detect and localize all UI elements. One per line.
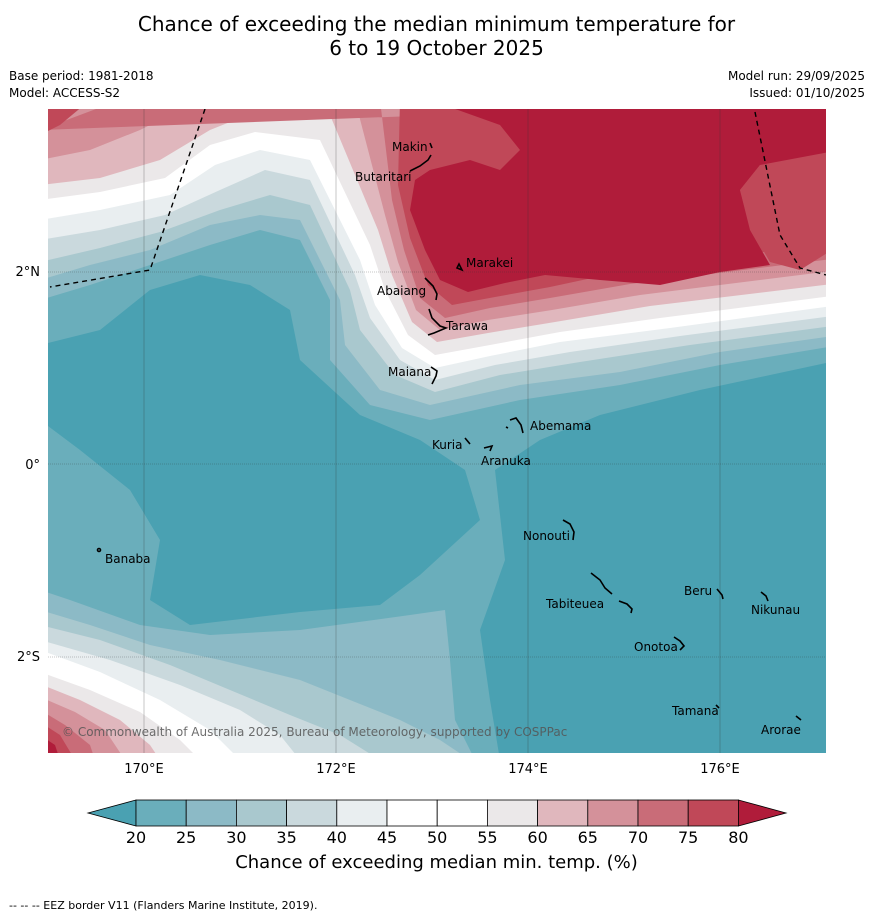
label-abaiang: Abaiang: [377, 284, 426, 298]
cb-tick-50: 50: [427, 828, 448, 847]
island-banaba: [96, 547, 102, 553]
band-gt80-south: [48, 740, 58, 753]
title-line-2: 6 to 19 October 2025: [329, 36, 544, 60]
island-nikunau: [760, 591, 769, 602]
lon-tick-170: 170°E: [124, 762, 164, 777]
cb-tick-55: 55: [477, 828, 498, 847]
colorbar-band-20-25: [135, 799, 187, 827]
label-banaba: Banaba: [105, 552, 151, 566]
label-tabiteuea: Tabiteuea: [545, 597, 604, 611]
island-abemama: [505, 417, 524, 434]
label-beru: Beru: [684, 584, 712, 598]
island-tabiteuea: [590, 572, 633, 614]
cb-tick-60: 60: [527, 828, 548, 847]
colorbar-band-60-65: [537, 799, 589, 827]
issued-date: Issued: 01/10/2025: [749, 86, 865, 100]
label-maiana: Maiana: [388, 365, 431, 379]
title-line-1: Chance of exceeding the median minimum t…: [137, 12, 736, 36]
colorbar-band-35-40: [286, 799, 338, 827]
colorbar-band-75-80: [687, 799, 739, 827]
label-arorae: Arorae: [761, 723, 801, 737]
colorbar-band-70-75: [637, 799, 689, 827]
lon-tick-174: 174°E: [508, 762, 548, 777]
cb-tick-35: 35: [276, 828, 297, 847]
lon-tick-172: 172°E: [316, 762, 356, 777]
label-makin: Makin: [392, 140, 428, 154]
band-75-80-east: [740, 152, 826, 270]
label-onotoa: Onotoa: [634, 640, 678, 654]
band-75-80-topleft: [48, 109, 80, 131]
cb-tick-70: 70: [627, 828, 649, 847]
island-beru: [716, 588, 724, 600]
cb-tick-25: 25: [176, 828, 197, 847]
colorbar-band-25-30: [185, 799, 237, 827]
colorbar-band-45-50: [386, 799, 438, 827]
colorbar-band-50-55: [436, 799, 488, 827]
island-maiana: [430, 366, 438, 385]
colorbar-over-triangle: [738, 799, 788, 827]
band-20-25-inner-west: [48, 275, 480, 625]
colorbar-band-30-35: [235, 799, 287, 827]
graticule: [48, 109, 826, 753]
lon-tick-176: 176°E: [700, 762, 740, 777]
map-title: Chance of exceeding the median minimum t…: [0, 12, 873, 60]
cb-tick-45: 45: [376, 828, 398, 847]
cb-tick-40: 40: [326, 828, 347, 847]
eez-legend-footer: -- -- -- EEZ border V11 (Flanders Marine…: [9, 899, 318, 912]
cb-tick-30: 30: [226, 828, 247, 847]
meta-right: Model run: 29/09/2025 Issued: 01/10/2025: [728, 68, 865, 102]
lat-tick-0: 0°: [25, 458, 40, 473]
island-makin: [429, 142, 433, 149]
label-tarawa: Tarawa: [445, 319, 488, 333]
island-tamana: [715, 704, 720, 709]
colorbar-band-65-70: [587, 799, 639, 827]
colorbar: [86, 799, 788, 827]
island-onotoa: [673, 636, 686, 651]
islands: [96, 142, 802, 721]
label-tamana: Tamana: [671, 704, 719, 718]
model-name: Model: ACCESS-S2: [9, 86, 121, 100]
lon-axis: 170°E 172°E 174°E 176°E: [124, 762, 740, 777]
cb-tick-80: 80: [728, 828, 749, 847]
place-labels: Makin Butaritari Marakei Abaiang Tarawa …: [105, 140, 801, 737]
label-nikunau: Nikunau: [751, 603, 800, 617]
label-butaritari: Butaritari: [355, 170, 412, 184]
copyright-notice: © Commonwealth of Australia 2025, Bureau…: [62, 725, 567, 739]
island-kuria: [464, 437, 471, 445]
label-marakei: Marakei: [466, 256, 513, 270]
island-butaritari: [409, 154, 432, 172]
lat-tick-2n: 2°N: [16, 265, 41, 280]
map-area[interactable]: Makin Butaritari Marakei Abaiang Tarawa …: [40, 100, 840, 760]
island-tarawa: [427, 308, 449, 336]
meta-left: Base period: 1981-2018 Model: ACCESS-S2: [9, 68, 154, 102]
cb-tick-20: 20: [125, 828, 147, 847]
colorbar-band-55-60: [486, 799, 538, 827]
island-nonouti: [562, 519, 575, 541]
label-abemama: Abemama: [530, 419, 591, 433]
colorbar-band-40-45: [336, 799, 388, 827]
model-run: Model run: 29/09/2025: [727, 69, 865, 83]
colorbar-under-triangle: [86, 799, 137, 827]
label-aranuka: Aranuka: [481, 454, 531, 468]
eez-border: [49, 109, 826, 288]
base-period: Base period: 1981-2018: [9, 69, 154, 83]
cb-tick-65: 65: [577, 828, 598, 847]
lat-tick-2s: 2°S: [17, 650, 40, 665]
island-aranuka: [483, 444, 494, 452]
label-kuria: Kuria: [432, 438, 463, 452]
label-nonouti: Nonouti: [523, 529, 570, 543]
colorbar-title: Chance of exceeding median min. temp. (%…: [235, 852, 638, 873]
island-abaiang: [424, 277, 438, 301]
lat-axis: 2°N 0° 2°S: [16, 265, 41, 665]
island-arorae: [795, 715, 802, 721]
cb-tick-75: 75: [678, 828, 699, 847]
band-gt80-north: [410, 109, 826, 292]
island-marakei: [455, 262, 464, 272]
